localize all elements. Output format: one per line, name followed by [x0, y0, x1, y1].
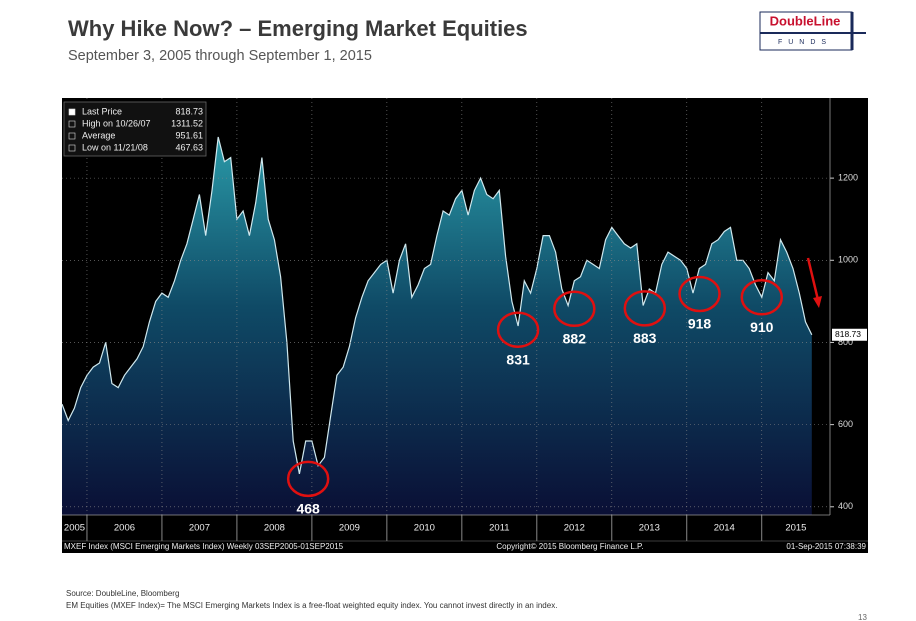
stats-value: 818.73: [175, 106, 203, 116]
annotation-circle: [740, 279, 784, 316]
stats-icon: [68, 108, 76, 116]
source: Source: DoubleLine, Bloomberg: [66, 589, 179, 598]
stats-box: [63, 101, 207, 157]
footer-mid: Copyright© 2015 Bloomberg Finance L.P.: [496, 542, 643, 551]
annotation-label: 468: [296, 501, 320, 517]
annotation-circle: [678, 275, 721, 313]
last-price-tag: [832, 328, 867, 341]
annotation-circle: [623, 290, 667, 327]
stats-icon: [68, 132, 76, 140]
x-tick-label: 2008: [264, 523, 285, 534]
disclaimer: EM Equities (MXEF Index)= The MSCI Emerg…: [66, 601, 557, 610]
stats-label: High on 10/26/07: [82, 118, 151, 128]
annotation-circle: [496, 311, 540, 348]
title: Why Hike Now? – Emerging Market Equities: [68, 16, 528, 41]
arrow: [806, 257, 820, 301]
x-tick-label: 2010: [414, 523, 435, 534]
annotation-label: 831: [506, 351, 530, 367]
annotation-circle: [553, 290, 596, 328]
logo-box: [759, 11, 853, 51]
stats-label: Low on 11/21/08: [82, 142, 148, 152]
x-tick-label: 2009: [339, 523, 360, 534]
stats-label: Last Price: [82, 106, 122, 116]
logo-sub: FUNDS: [778, 39, 832, 46]
y-tick-label: 600: [838, 419, 853, 429]
stats-icon: [68, 144, 76, 152]
subtitle: September 3, 2005 through September 1, 2…: [68, 48, 372, 64]
y-tick-label: 1000: [838, 255, 858, 265]
stats-value: 467.63: [175, 142, 203, 152]
x-tick-label: 2011: [489, 523, 509, 534]
page-number: 13: [858, 613, 867, 621]
footer-left: MXEF Index (MSCI Emerging Markets Index)…: [64, 542, 344, 551]
stats-value: 1311.52: [171, 118, 203, 128]
y-tick-label: 400: [838, 501, 853, 511]
stats-icon: [68, 120, 76, 128]
annotation-label: 883: [633, 330, 657, 346]
annotation-circle: [286, 460, 330, 498]
annotation-label: 910: [750, 319, 774, 335]
x-tick-label: 2006: [114, 523, 135, 534]
line: [61, 136, 813, 475]
x-tick-label: 2013: [639, 523, 660, 534]
y-tick-label: 800: [838, 337, 853, 347]
footer-right: 01-Sep-2015 07:38:39: [786, 542, 866, 551]
x-tick-label: 2012: [564, 523, 585, 534]
stats-value: 951.61: [175, 130, 203, 140]
last-price-label: 818.73: [835, 329, 861, 339]
annotation-label: 882: [563, 330, 587, 346]
x-tick-label: 2014: [714, 523, 735, 534]
area: [62, 137, 812, 515]
logo: DoubleLine: [770, 13, 841, 28]
stats-label: Average: [82, 130, 115, 140]
y-tick-label: 1200: [838, 172, 858, 182]
x-tick-label: 2007: [189, 523, 210, 534]
x-tick-label: 2015: [785, 523, 806, 534]
arrow-head: [813, 296, 822, 308]
x-tick-label: 2005: [64, 523, 85, 534]
annotation-label: 918: [688, 316, 712, 332]
